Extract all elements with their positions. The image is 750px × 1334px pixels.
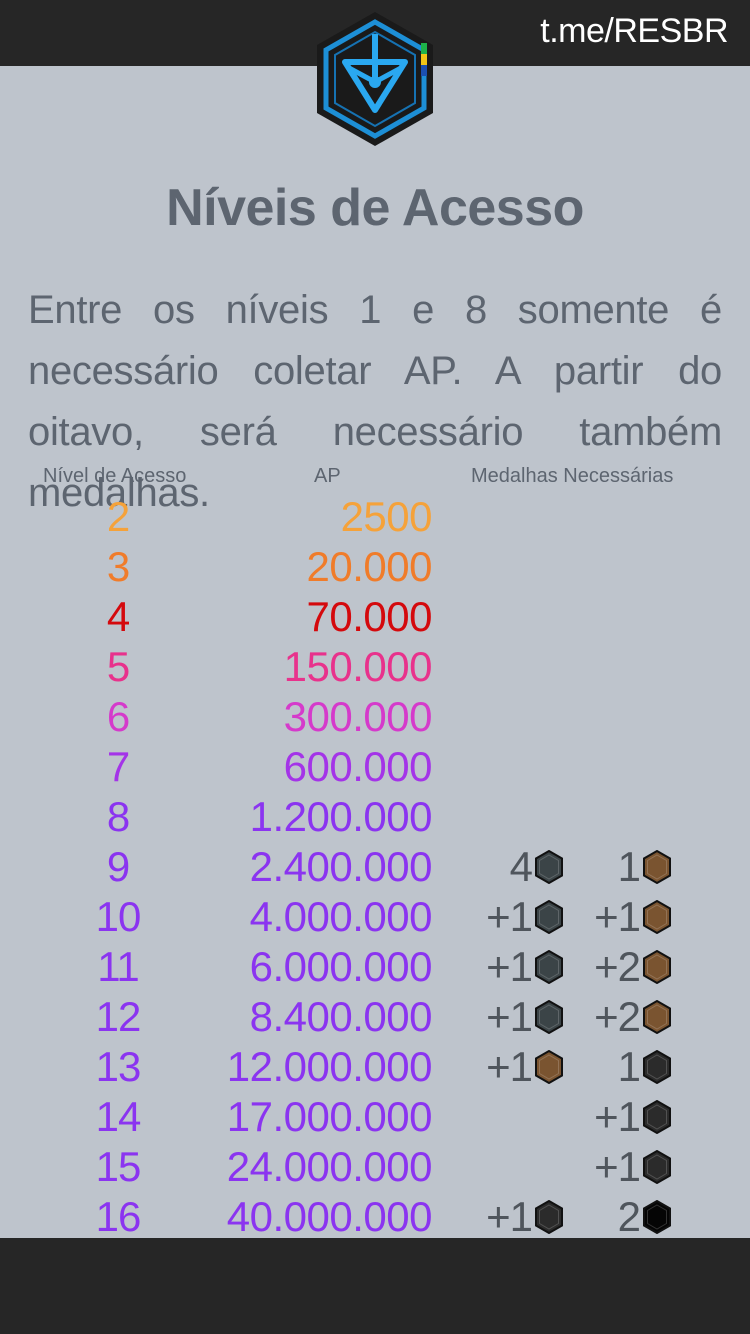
table-row: 15 24.000.000 +1 <box>0 1142 750 1192</box>
table-row: 16 40.000.000 +1 2 <box>0 1192 750 1242</box>
silver-medal-icon <box>535 850 563 884</box>
medal-requirement: 4 <box>454 842 564 892</box>
ap-value: 300.000 <box>283 693 433 740</box>
ap-value: 70.000 <box>306 593 433 640</box>
levels-table: 2 2500 3 20.000 4 70.000 5 150.000 6 300.000 7 600.… <box>0 492 750 1242</box>
table-row: 11 6.000.000 +1 +2 <box>0 942 750 992</box>
column-header-ap: AP <box>314 465 341 487</box>
ap-value: 600.000 <box>283 743 433 790</box>
ap-value: 1.200.000 <box>249 793 433 840</box>
medal-requirement: 1 <box>562 842 672 892</box>
medal-requirement: +1 <box>454 892 564 942</box>
ap-value: 2500 <box>340 493 433 540</box>
table-row: 14 17.000.000 +1 <box>0 1092 750 1142</box>
bottom-bar <box>0 1238 750 1334</box>
bronze-medal-icon <box>535 1050 563 1084</box>
level-value: 11 <box>97 943 140 990</box>
column-header-medals: Medalhas Necessárias <box>471 465 674 487</box>
medal-requirement: +1 <box>562 892 672 942</box>
level-value: 15 <box>95 1143 142 1190</box>
level-value: 14 <box>95 1093 142 1140</box>
ap-value: 17.000.000 <box>226 1093 433 1140</box>
level-value: 7 <box>106 743 130 790</box>
level-value: 12 <box>95 993 142 1040</box>
silver-medal-icon <box>535 1000 563 1034</box>
level-value: 16 <box>95 1193 142 1240</box>
medal-count: 2 <box>617 1193 641 1240</box>
medal-count: +1 <box>594 1093 641 1140</box>
medal-requirement: +1 <box>454 1042 564 1092</box>
table-row: 12 8.400.000 +1 +2 <box>0 992 750 1042</box>
intro-paragraph: Entre os níveis 1 e 8 somente é necessár… <box>28 288 722 515</box>
ap-value: 20.000 <box>306 543 433 590</box>
silver-medal-icon <box>535 900 563 934</box>
platinum-medal-icon <box>643 1100 671 1134</box>
medal-count: +1 <box>486 893 533 940</box>
level-value: 3 <box>106 543 130 590</box>
bronze-medal-icon <box>643 1000 671 1034</box>
medal-count: +1 <box>486 943 533 990</box>
page-title: Níveis de Acesso <box>166 179 584 237</box>
medal-count: 1 <box>617 1043 641 1090</box>
channel-link[interactable]: t.me/RESBR <box>540 12 728 50</box>
table-row: 13 12.000.000 +1 1 <box>0 1042 750 1092</box>
medal-requirement: +1 <box>562 1092 672 1142</box>
level-value: 8 <box>106 793 130 840</box>
ap-value: 150.000 <box>283 643 433 690</box>
medal-requirement: +1 <box>454 992 564 1042</box>
medal-requirement: +1 <box>454 942 564 992</box>
ap-value: 12.000.000 <box>226 1043 433 1090</box>
level-value: 13 <box>95 1043 142 1090</box>
ap-value: 4.000.000 <box>249 893 433 940</box>
table-row: 9 2.400.000 4 1 <box>0 842 750 892</box>
level-value: 9 <box>106 843 130 890</box>
column-header-level: Nível de Acesso <box>43 465 187 487</box>
medal-requirement: +2 <box>562 992 672 1042</box>
medal-count: 1 <box>617 843 641 890</box>
medal-count: +1 <box>486 1193 533 1240</box>
medal-requirement: +1 <box>562 1142 672 1192</box>
enlightened-logo-icon <box>317 12 433 146</box>
table-row: 6 300.000 <box>0 692 750 742</box>
medal-count: +1 <box>594 893 641 940</box>
medal-count: +1 <box>486 993 533 1040</box>
bronze-medal-icon <box>643 950 671 984</box>
medal-requirement: 1 <box>562 1042 672 1092</box>
ap-value: 40.000.000 <box>226 1193 433 1240</box>
medal-requirement: +1 <box>454 1192 564 1242</box>
level-value: 4 <box>106 593 130 640</box>
table-row: 5 150.000 <box>0 642 750 692</box>
table-row: 10 4.000.000 +1 +1 <box>0 892 750 942</box>
platinum-medal-icon <box>643 1150 671 1184</box>
ap-value: 6.000.000 <box>249 943 433 990</box>
ap-value: 2.400.000 <box>249 843 433 890</box>
platinum-medal-icon <box>643 1050 671 1084</box>
medal-count: +2 <box>594 943 641 990</box>
level-value: 6 <box>106 693 130 740</box>
table-row: 4 70.000 <box>0 592 750 642</box>
platinum-medal-icon <box>535 1200 563 1234</box>
level-value: 5 <box>106 643 130 690</box>
bronze-medal-icon <box>643 900 671 934</box>
black-medal-icon <box>643 1200 671 1234</box>
medal-count: +2 <box>594 993 641 1040</box>
medal-requirement: +2 <box>562 942 672 992</box>
ap-value: 8.400.000 <box>249 993 433 1040</box>
table-row: 3 20.000 <box>0 542 750 592</box>
level-value: 2 <box>106 493 130 540</box>
medal-requirement: 2 <box>562 1192 672 1242</box>
bronze-medal-icon <box>643 850 671 884</box>
table-row: 7 600.000 <box>0 742 750 792</box>
ap-value: 24.000.000 <box>226 1143 433 1190</box>
level-value: 10 <box>95 893 142 940</box>
medal-count: +1 <box>594 1143 641 1190</box>
table-row: 2 2500 <box>0 492 750 542</box>
silver-medal-icon <box>535 950 563 984</box>
medal-count: 4 <box>509 843 533 890</box>
table-row: 8 1.200.000 <box>0 792 750 842</box>
medal-count: +1 <box>486 1043 533 1090</box>
